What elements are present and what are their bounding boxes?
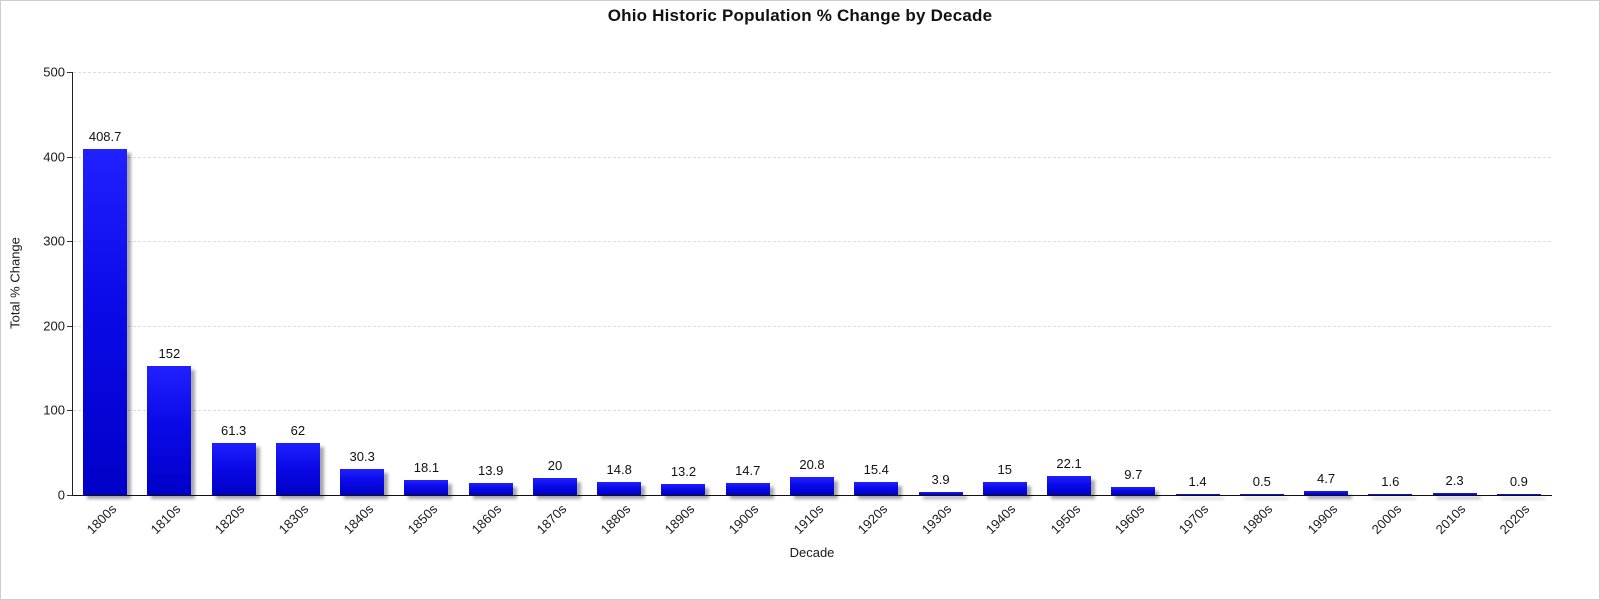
- value-label-1860s: 13.9: [478, 463, 504, 479]
- x-label-1990s: 1990s: [1304, 501, 1340, 537]
- y-tick-500: [67, 72, 72, 73]
- bar-2010s: [1432, 493, 1477, 495]
- x-label-1940s: 1940s: [983, 501, 1019, 537]
- x-label-1890s: 1890s: [661, 501, 698, 537]
- value-label-1830s: 62: [290, 422, 306, 438]
- bar-1840s: [340, 469, 385, 495]
- bar-1900s: [725, 482, 770, 495]
- value-label-1970s: 1.4: [1188, 473, 1207, 489]
- x-axis-title: Decade: [789, 545, 835, 560]
- value-label-1960s: 9.7: [1124, 466, 1143, 482]
- value-label-1890s: 13.2: [670, 463, 697, 479]
- bar-1920s: [854, 481, 899, 495]
- bar-1960s: [1111, 486, 1156, 495]
- y-tick-300: [67, 241, 72, 243]
- bar-1950s: [1047, 476, 1092, 495]
- y-tick-200: [67, 325, 72, 327]
- value-label-2000s: 1.6: [1381, 473, 1400, 489]
- x-label-1880s: 1880s: [597, 501, 634, 537]
- y-tick-label-500: 500: [43, 64, 65, 80]
- y-tick-label-0: 0: [57, 487, 65, 503]
- bar-1880s: [597, 482, 642, 495]
- x-label-1840s: 1840s: [340, 501, 377, 537]
- value-label-1870s: 20: [547, 458, 563, 474]
- y-axis-title: Total % Change: [7, 237, 23, 329]
- x-label-2000s: 2000s: [1368, 501, 1405, 537]
- chart-title: Ohio Historic Population % Change by Dec…: [607, 6, 993, 25]
- value-label-1980s: 0.5: [1252, 473, 1271, 489]
- bar-1870s: [532, 478, 577, 495]
- x-label-1900s: 1900s: [725, 501, 762, 537]
- y-tick-100: [67, 410, 72, 412]
- y-tick-label-100: 100: [43, 402, 65, 418]
- gridline-200: [73, 325, 1551, 327]
- gridline-400: [73, 156, 1551, 158]
- value-label-1930s: 3.9: [931, 471, 950, 487]
- gridline-500: [73, 72, 1551, 73]
- bar-1860s: [468, 483, 513, 495]
- value-label-1950s: 22.1: [1056, 456, 1082, 472]
- x-label-2010s: 2010s: [1432, 501, 1469, 537]
- value-label-1900s: 14.7: [735, 462, 761, 478]
- bar-1810s: [147, 366, 192, 495]
- bar-1890s: [661, 483, 706, 495]
- x-label-1860s: 1860s: [468, 501, 505, 537]
- bar-1800s: [83, 149, 128, 495]
- x-label-2020s: 2020s: [1497, 501, 1533, 537]
- y-tick-label-200: 200: [43, 318, 65, 334]
- x-label-1850s: 1850s: [404, 501, 441, 537]
- x-axis-line: [73, 495, 1552, 496]
- value-label-1810s: 152: [158, 346, 181, 362]
- bar-2020s: [1496, 493, 1541, 495]
- y-tick-label-300: 300: [43, 233, 65, 249]
- bar-1980s: [1239, 493, 1284, 495]
- y-tick-0: [67, 495, 72, 496]
- gridline-300: [73, 241, 1551, 243]
- bar-1820s: [211, 443, 256, 495]
- y-tick-400: [67, 156, 72, 158]
- x-label-1980s: 1980s: [1240, 501, 1276, 537]
- bar-2000s: [1368, 493, 1413, 495]
- x-label-1930s: 1930s: [918, 501, 955, 537]
- x-label-1810s: 1810s: [147, 501, 184, 537]
- x-label-1960s: 1960s: [1111, 501, 1148, 537]
- x-label-1970s: 1970s: [1175, 501, 1212, 537]
- x-label-1800s: 1800s: [83, 501, 120, 537]
- x-label-1870s: 1870s: [533, 501, 569, 537]
- x-label-1820s: 1820s: [211, 501, 248, 537]
- bar-1930s: [918, 491, 963, 495]
- bar-1990s: [1304, 491, 1349, 495]
- y-tick-label-400: 400: [43, 149, 65, 165]
- value-label-1850s: 18.1: [413, 459, 440, 475]
- bar-1940s: [982, 482, 1027, 495]
- x-label-1830s: 1830s: [276, 501, 312, 537]
- x-label-1910s: 1910s: [790, 501, 826, 537]
- value-label-1940s: 15: [997, 462, 1013, 478]
- value-label-1910s: 20.8: [799, 457, 825, 473]
- value-label-1800s: 408.7: [88, 129, 122, 145]
- y-axis-line: [72, 72, 73, 496]
- value-label-1990s: 4.7: [1317, 471, 1336, 487]
- x-label-1950s: 1950s: [1047, 501, 1083, 537]
- value-label-1820s: 61.3: [220, 423, 247, 439]
- bar-1970s: [1175, 493, 1220, 495]
- value-label-1920s: 15.4: [863, 461, 889, 477]
- x-label-1920s: 1920s: [854, 501, 891, 537]
- value-label-2010s: 2.3: [1445, 473, 1464, 489]
- value-label-2020s: 0.9: [1509, 473, 1528, 489]
- bar-1910s: [790, 477, 834, 495]
- bar-1830s: [275, 442, 320, 495]
- value-label-1840s: 30.3: [349, 449, 375, 465]
- value-label-1880s: 14.8: [606, 462, 632, 478]
- bar-1850s: [404, 479, 449, 495]
- gridline-100: [73, 410, 1551, 412]
